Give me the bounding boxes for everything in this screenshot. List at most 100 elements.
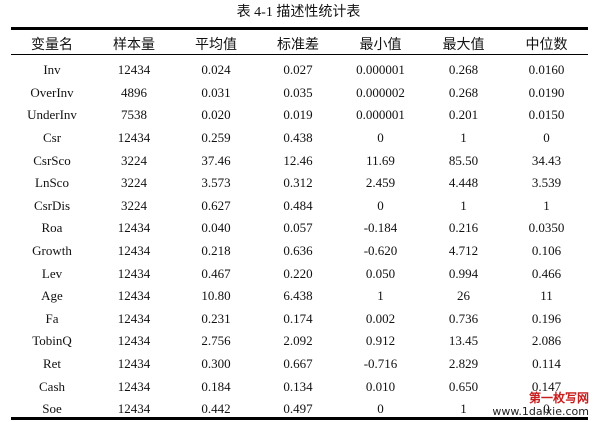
table-cell: 0.035 <box>283 84 313 100</box>
watermark-title: 第一枚写网 <box>528 391 589 405</box>
table-cell: 0 <box>377 401 384 417</box>
table-cell: -0.716 <box>363 356 398 372</box>
variable-name-cell: Soe <box>42 401 62 417</box>
variable-name-cell: CsrSco <box>33 152 71 168</box>
table-cell: 0.010 <box>365 378 396 394</box>
table-cell: 2.459 <box>365 175 396 191</box>
table-cell: 0.627 <box>201 197 231 213</box>
variable-name-cell: Inv <box>43 62 61 78</box>
table-cell: 0.147 <box>531 378 562 394</box>
table-cell: 3.573 <box>201 175 231 191</box>
table-row: Fa 12434 0.231 0.174 0.002 0.736 0.196 <box>11 308 588 331</box>
table-cell: 1 <box>460 197 467 213</box>
table-cell: 2.829 <box>448 356 479 372</box>
variable-name-cell: Roa <box>41 220 63 236</box>
table-cell: 0 <box>377 130 384 146</box>
table-cell: 4.712 <box>448 243 479 259</box>
table-cell: 26 <box>457 288 470 304</box>
table-cell: 0.000002 <box>356 84 405 100</box>
table-row: UnderInv 7538 0.020 0.019 0.000001 0.201 0.015… <box>11 104 588 127</box>
table-bottom-rule <box>11 417 588 420</box>
table-cell: 2.756 <box>201 333 231 349</box>
table-body: Inv 12434 0.024 0.027 0.000001 0.268 0.0160 Ove… <box>11 57 588 421</box>
table-cell: 0.912 <box>365 333 396 349</box>
watermark-logo: 第一枚写网 www.1daixie.com <box>492 391 589 419</box>
table-header-rule <box>11 54 588 55</box>
table-row: Growth 12434 0.218 0.636 -0.620 4.712 0.106 <box>11 240 588 263</box>
variable-name-cell: LnSco <box>35 175 69 191</box>
table-cell: 3224 <box>121 197 147 213</box>
table-row: OverInv 4896 0.031 0.035 0.000002 0.268 0.0190 <box>11 82 588 105</box>
table-cell: 0.218 <box>201 243 231 259</box>
table-cell: 12.46 <box>283 152 313 168</box>
table-cell: 0.174 <box>283 310 313 326</box>
table-cell: 0.466 <box>531 265 562 281</box>
table-cell: 2.092 <box>283 333 313 349</box>
table-cell: 12434 <box>117 356 151 372</box>
table-row: TobinQ 12434 2.756 2.092 0.912 13.45 2.086 <box>11 330 588 353</box>
column-header: 标准差 <box>277 37 319 53</box>
table-cell: 0.002 <box>365 310 396 326</box>
table-cell: 3224 <box>121 175 147 191</box>
table-row: Lev 12434 0.467 0.220 0.050 0.994 0.466 <box>11 262 588 285</box>
table-cell: 3224 <box>121 152 147 168</box>
table-cell: 0.000001 <box>356 107 405 123</box>
table-cell: 1 <box>460 401 467 417</box>
table-row: Cash 12434 0.184 0.134 0.010 0.650 0.147 <box>11 375 588 398</box>
variable-name-cell: Lev <box>41 265 63 281</box>
table-cell: 12434 <box>117 288 151 304</box>
table-cell: 0.000001 <box>356 62 405 78</box>
table-cell: 0.994 <box>448 265 479 281</box>
table-cell: 0.438 <box>283 130 313 146</box>
table-cell: 0.020 <box>201 107 231 123</box>
table-cell: 0.216 <box>448 220 479 236</box>
table-cell: 37.46 <box>201 152 231 168</box>
table-cell: 12434 <box>117 62 151 78</box>
table-top-rule <box>11 27 588 30</box>
table-cell: 12434 <box>117 401 151 417</box>
watermark-url: www.1daixie.com <box>492 405 589 418</box>
table-row: CsrSco 3224 37.46 12.46 11.69 85.50 34.43 <box>11 149 588 172</box>
column-header: 平均值 <box>195 37 237 53</box>
table-cell: 0.057 <box>283 220 313 236</box>
variable-name-cell: OverInv <box>30 84 74 100</box>
table-row: Soe 12434 0.442 0.497 0 1 0 <box>11 398 588 421</box>
table-cell: 0.259 <box>201 130 231 146</box>
variable-name-cell: CsrDis <box>33 197 71 213</box>
table-cell: 0.0190 <box>528 84 565 100</box>
table-cell: 0.300 <box>201 356 231 372</box>
table-cell: 0.650 <box>448 378 479 394</box>
table-cell: 1 <box>377 288 384 304</box>
table-cell: 0.220 <box>283 265 313 281</box>
table-cell: 0.019 <box>283 107 313 123</box>
column-header: 最小值 <box>359 37 402 53</box>
table-cell: 0 <box>543 130 550 146</box>
table-cell: 11.69 <box>366 152 395 168</box>
table-cell: 0.024 <box>201 62 231 78</box>
table-row: Age 12434 10.80 6.438 1 26 11 <box>11 285 588 308</box>
table-cell: 10.80 <box>201 288 231 304</box>
table-cell: 12434 <box>117 378 151 394</box>
table-row: CsrDis 3224 0.627 0.484 0 1 1 <box>11 195 588 218</box>
variable-name-cell: Cash <box>39 378 65 394</box>
table-caption: 表 4-1 描述性统计表 <box>236 5 361 20</box>
table-cell: 0.231 <box>201 310 231 326</box>
table-cell: -0.184 <box>363 220 398 236</box>
column-header: 中位数 <box>525 37 568 53</box>
table-cell: 0.201 <box>448 107 479 123</box>
table-cell: 0 <box>377 197 384 213</box>
table-cell: 1 <box>460 130 467 146</box>
table-cell: 0.134 <box>283 378 313 394</box>
table-cell: -0.620 <box>363 243 398 259</box>
table-cell: 0.114 <box>532 356 561 372</box>
column-header: 变量名 <box>31 37 73 53</box>
table-cell: 12434 <box>117 243 151 259</box>
table-cell: 0.0350 <box>528 220 565 236</box>
table-cell: 34.43 <box>531 152 562 168</box>
table-cell: 12434 <box>117 130 151 146</box>
table-cell: 0.0160 <box>528 62 565 78</box>
table-cell: 0.442 <box>201 401 231 417</box>
variable-name-cell: UnderInv <box>27 107 77 123</box>
table-header-row: 变量名 样本量 平均值 标准差 最小值 最大值 中位数 <box>11 27 588 57</box>
table-cell: 0.027 <box>283 62 313 78</box>
